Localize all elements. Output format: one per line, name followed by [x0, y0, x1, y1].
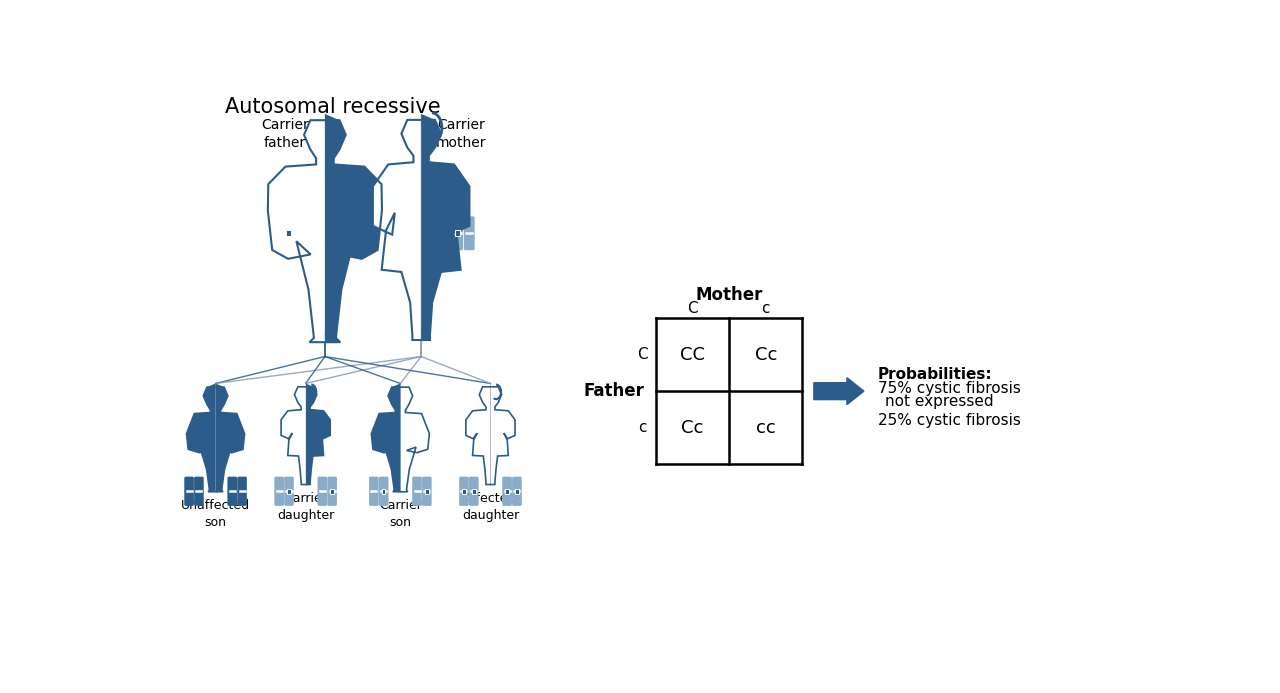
Polygon shape: [372, 114, 421, 340]
Text: Mother: Mother: [695, 286, 763, 304]
FancyBboxPatch shape: [369, 477, 379, 506]
Text: CC: CC: [680, 346, 705, 364]
Polygon shape: [325, 114, 381, 342]
Polygon shape: [282, 383, 306, 484]
Text: Carrier
mother: Carrier mother: [436, 118, 486, 150]
Text: c: c: [637, 420, 646, 435]
Text: Carrier
father: Carrier father: [261, 118, 308, 150]
Text: C: C: [687, 301, 698, 316]
FancyBboxPatch shape: [283, 216, 293, 250]
Text: C: C: [637, 347, 648, 362]
Text: Unaffected
son: Unaffected son: [180, 500, 250, 529]
FancyBboxPatch shape: [512, 477, 522, 506]
Text: c: c: [762, 301, 771, 316]
Polygon shape: [187, 383, 215, 492]
Polygon shape: [401, 383, 429, 492]
FancyBboxPatch shape: [502, 477, 512, 506]
Polygon shape: [490, 383, 515, 484]
Polygon shape: [466, 383, 490, 484]
Text: cc: cc: [756, 419, 776, 437]
Bar: [456, 230, 460, 236]
Text: not expressed: not expressed: [886, 394, 995, 410]
FancyBboxPatch shape: [228, 477, 237, 506]
FancyArrow shape: [814, 378, 864, 405]
Text: Probabilities:: Probabilities:: [878, 367, 992, 382]
Bar: [515, 489, 518, 494]
FancyBboxPatch shape: [460, 477, 468, 506]
Text: Carrier
daughter: Carrier daughter: [276, 492, 334, 523]
FancyBboxPatch shape: [184, 477, 193, 506]
Text: 75% cystic fibrosis: 75% cystic fibrosis: [878, 380, 1020, 396]
FancyBboxPatch shape: [328, 477, 337, 506]
FancyBboxPatch shape: [284, 477, 294, 506]
FancyBboxPatch shape: [271, 216, 282, 250]
FancyBboxPatch shape: [452, 216, 463, 250]
Text: Carrier
son: Carrier son: [379, 500, 422, 529]
FancyBboxPatch shape: [422, 477, 431, 506]
FancyBboxPatch shape: [237, 477, 247, 506]
Bar: [381, 489, 385, 494]
FancyBboxPatch shape: [379, 477, 389, 506]
Polygon shape: [306, 383, 330, 484]
Bar: [285, 230, 291, 236]
Text: Cc: Cc: [681, 419, 704, 437]
FancyBboxPatch shape: [274, 477, 284, 506]
FancyBboxPatch shape: [468, 477, 479, 506]
Bar: [330, 489, 334, 494]
Bar: [462, 489, 466, 494]
Polygon shape: [371, 383, 401, 492]
Bar: [287, 489, 291, 494]
Text: Cc: Cc: [754, 346, 777, 364]
FancyBboxPatch shape: [412, 477, 422, 506]
Text: Father: Father: [584, 382, 644, 400]
Bar: [472, 489, 476, 494]
Bar: [506, 489, 509, 494]
FancyBboxPatch shape: [317, 477, 328, 506]
Bar: [425, 489, 429, 494]
FancyBboxPatch shape: [463, 216, 475, 250]
Text: 25% cystic fibrosis: 25% cystic fibrosis: [878, 413, 1020, 428]
FancyBboxPatch shape: [195, 477, 204, 506]
Text: Autosomal recessive: Autosomal recessive: [225, 97, 440, 117]
Text: Affected
daughter: Affected daughter: [462, 492, 520, 523]
Polygon shape: [421, 114, 470, 340]
Polygon shape: [268, 114, 325, 342]
Polygon shape: [215, 383, 244, 492]
